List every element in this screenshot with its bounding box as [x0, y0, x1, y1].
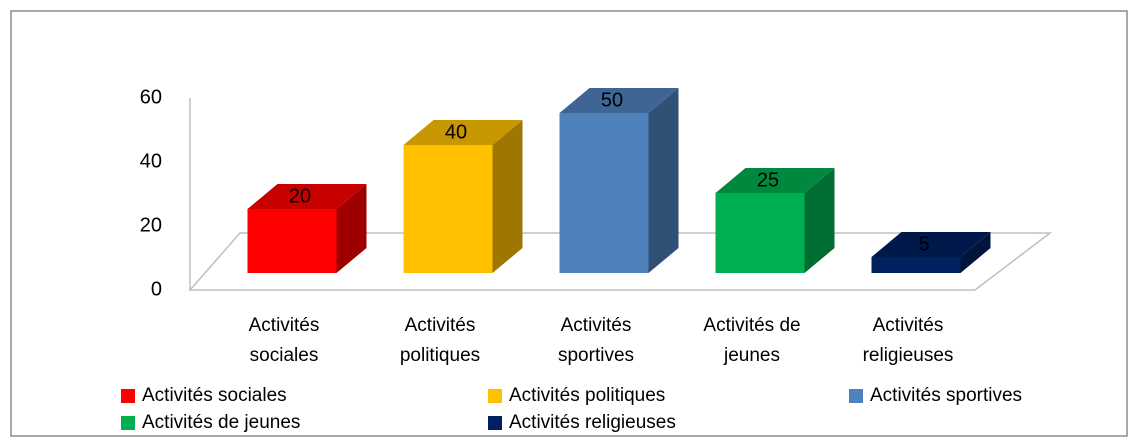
bar-side — [492, 120, 523, 273]
x-tick-label: Activités politiques — [399, 315, 481, 366]
bar — [403, 145, 493, 273]
y-tick-label: 0 — [151, 278, 162, 300]
bar-side — [336, 184, 367, 273]
legend-item: Activités religieuses — [488, 412, 676, 434]
legend-swatch — [488, 389, 502, 403]
legend-item: Activités sportives — [849, 385, 1022, 407]
x-tick-label: Activités sportives — [557, 315, 635, 366]
legend-swatch — [121, 416, 135, 430]
value-label: 40 — [445, 121, 467, 143]
legend-label: Activités sociales — [142, 385, 287, 406]
bar-top — [247, 184, 367, 209]
chart-border — [10, 10, 1128, 437]
x-tick-label: Activités de jeunes — [703, 315, 801, 366]
value-label: 20 — [289, 185, 311, 207]
bar-side — [804, 168, 835, 273]
legend-item: Activités sociales — [121, 385, 287, 407]
legend-swatch — [121, 389, 135, 403]
legend-swatch — [849, 389, 863, 403]
bar — [871, 257, 961, 273]
value-label: 5 — [918, 233, 929, 255]
bar — [247, 209, 337, 273]
floor — [188, 232, 1053, 291]
legend-item: Activités politiques — [488, 385, 665, 407]
legend-item: Activités de jeunes — [121, 412, 300, 434]
bar-top — [403, 120, 523, 145]
y-tick-label: 20 — [140, 214, 162, 236]
bar-top — [715, 168, 835, 193]
bar-top — [871, 232, 991, 257]
bar-side — [960, 232, 991, 273]
value-label: 50 — [601, 89, 623, 111]
legend-label: Activités religieuses — [509, 412, 676, 433]
x-tick-label: Activités sociales — [248, 315, 320, 366]
bar-top — [559, 88, 679, 113]
legend-label: Activités sportives — [870, 385, 1023, 406]
bar — [559, 113, 649, 273]
legend-swatch — [488, 416, 502, 430]
value-label: 25 — [757, 169, 779, 191]
bar-side — [648, 88, 679, 273]
x-tick-label: Activités religieuses — [862, 315, 954, 366]
legend-label: Activités politiques — [509, 385, 666, 406]
y-tick-label: 40 — [140, 150, 162, 172]
bar — [715, 193, 805, 273]
y-tick-label: 60 — [140, 86, 162, 108]
legend-label: Activités de jeunes — [142, 412, 301, 433]
